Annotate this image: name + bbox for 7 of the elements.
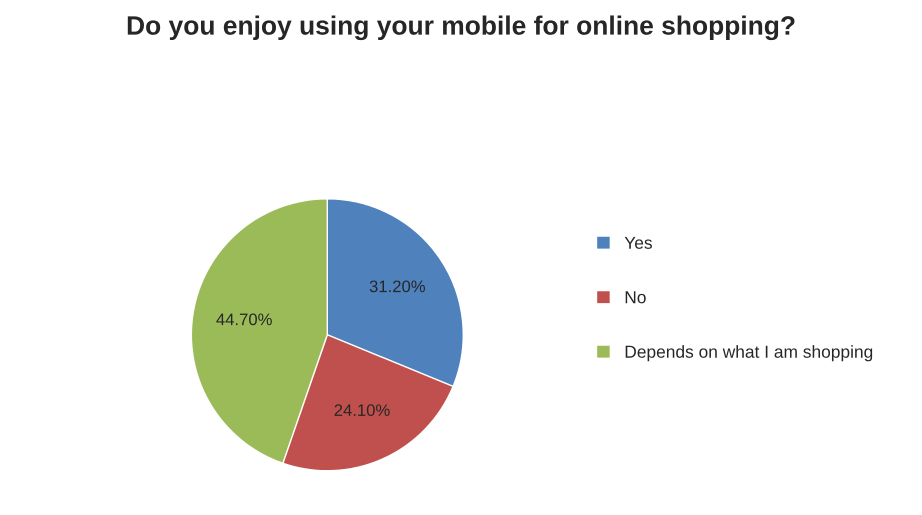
legend-label: Depends on what I am shopping — [626, 345, 872, 362]
chart-title: Do you enjoy using your mobile for online shopping? — [128, 15, 794, 40]
data-label: 24.10% — [334, 404, 390, 416]
data-label: 31.20% — [370, 280, 425, 292]
legend-label: Yes — [624, 236, 652, 249]
data-label: 44.70% — [216, 313, 272, 326]
legend-label: No — [626, 291, 646, 304]
